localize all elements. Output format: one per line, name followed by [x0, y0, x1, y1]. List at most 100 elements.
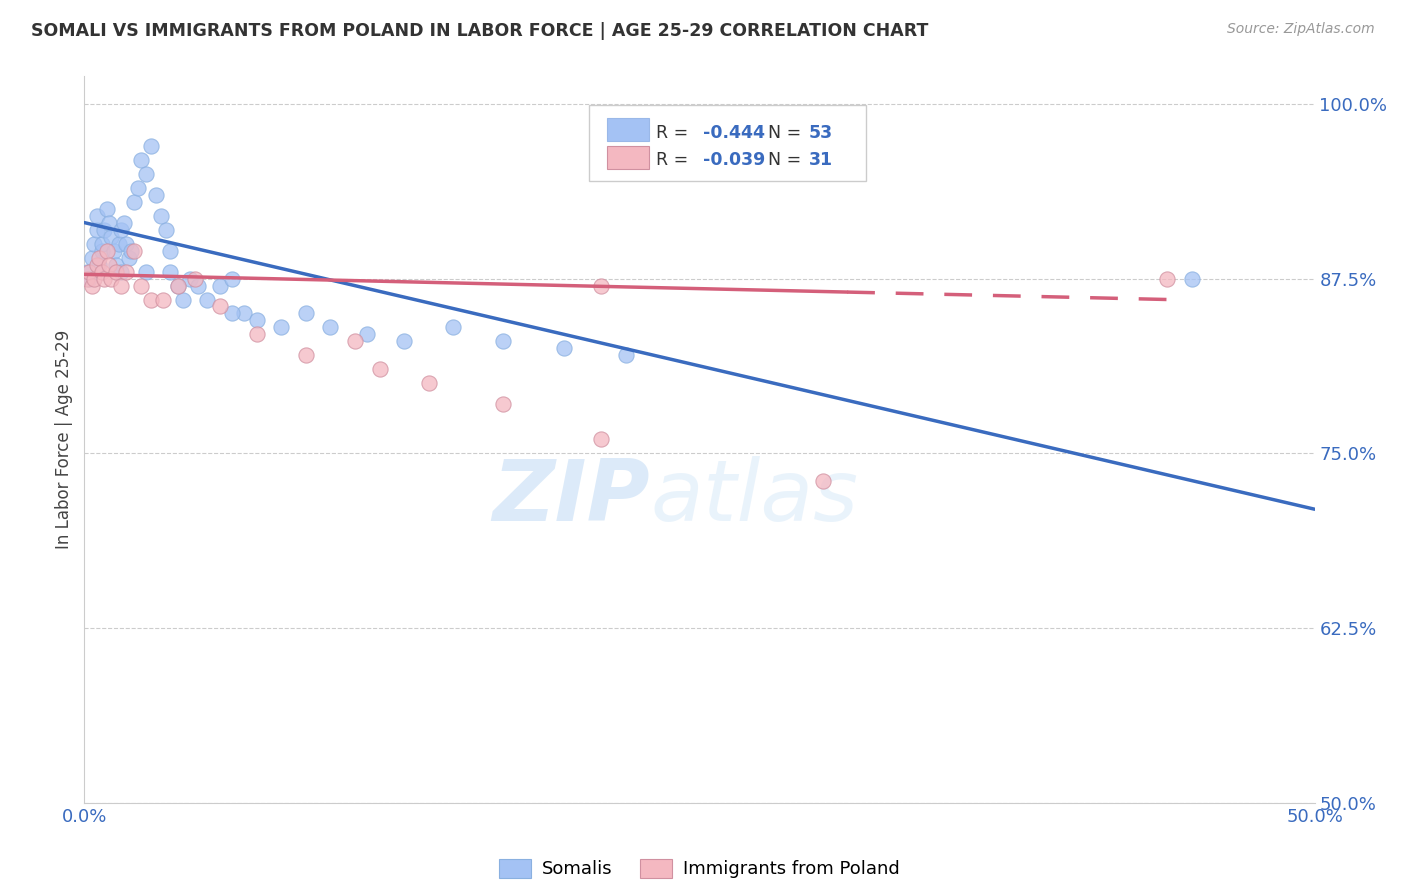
- Point: [76, 264, 98, 278]
- Point: [221, 271, 243, 285]
- Point: [110, 278, 132, 293]
- Point: [80, 278, 103, 293]
- Point: [356, 327, 378, 342]
- Text: -0.039: -0.039: [703, 152, 765, 169]
- Point: [246, 327, 269, 342]
- Legend: Somalis, Immigrants from Poland: Somalis, Immigrants from Poland: [492, 852, 907, 886]
- Point: [90, 236, 112, 251]
- Point: [83, 271, 105, 285]
- Point: [105, 264, 128, 278]
- Point: [159, 244, 181, 258]
- Point: [98, 216, 120, 230]
- Point: [128, 180, 150, 194]
- Point: [79, 271, 101, 285]
- Point: [1181, 271, 1204, 285]
- Point: [87, 251, 111, 265]
- Point: [172, 293, 194, 307]
- Point: [166, 278, 188, 293]
- Point: [246, 313, 269, 327]
- Point: [112, 216, 135, 230]
- Point: [79, 264, 101, 278]
- Text: N =: N =: [758, 124, 807, 142]
- Point: [90, 244, 112, 258]
- Point: [492, 334, 515, 349]
- Point: [115, 236, 138, 251]
- Point: [120, 244, 142, 258]
- Point: [122, 194, 145, 209]
- FancyBboxPatch shape: [607, 145, 650, 169]
- Point: [139, 293, 162, 307]
- Point: [86, 258, 108, 272]
- Point: [208, 278, 231, 293]
- Point: [319, 320, 342, 334]
- Point: [103, 244, 125, 258]
- Point: [184, 271, 207, 285]
- Point: [139, 138, 162, 153]
- FancyBboxPatch shape: [589, 105, 866, 181]
- Text: R =: R =: [657, 124, 695, 142]
- Point: [179, 271, 201, 285]
- Point: [122, 244, 145, 258]
- Point: [344, 334, 367, 349]
- Point: [129, 278, 152, 293]
- Y-axis label: In Labor Force | Age 25-29: In Labor Force | Age 25-29: [55, 330, 73, 549]
- Point: [295, 348, 318, 362]
- Point: [166, 278, 188, 293]
- Point: [186, 278, 209, 293]
- Point: [129, 153, 152, 167]
- Point: [149, 209, 172, 223]
- Point: [96, 244, 118, 258]
- Point: [110, 264, 132, 278]
- Point: [115, 264, 138, 278]
- Point: [108, 236, 131, 251]
- Point: [98, 258, 120, 272]
- Point: [86, 209, 108, 223]
- Point: [591, 278, 613, 293]
- Point: [145, 187, 167, 202]
- Text: -0.444: -0.444: [703, 124, 765, 142]
- Text: 31: 31: [808, 152, 834, 169]
- Point: [105, 258, 128, 272]
- Point: [90, 264, 112, 278]
- Point: [492, 397, 515, 411]
- Point: [591, 432, 613, 446]
- Text: ZIP: ZIP: [492, 456, 651, 539]
- Point: [110, 222, 132, 236]
- Point: [93, 271, 115, 285]
- Point: [208, 300, 231, 314]
- Point: [100, 271, 122, 285]
- Point: [553, 342, 575, 356]
- Text: Source: ZipAtlas.com: Source: ZipAtlas.com: [1227, 22, 1375, 37]
- Point: [197, 293, 219, 307]
- Point: [614, 348, 637, 362]
- Point: [100, 229, 122, 244]
- FancyBboxPatch shape: [607, 118, 650, 141]
- Point: [135, 167, 157, 181]
- Text: SOMALI VS IMMIGRANTS FROM POLAND IN LABOR FORCE | AGE 25-29 CORRELATION CHART: SOMALI VS IMMIGRANTS FROM POLAND IN LABO…: [31, 22, 928, 40]
- Point: [295, 306, 318, 320]
- Point: [118, 251, 141, 265]
- Point: [76, 271, 98, 285]
- Point: [270, 320, 292, 334]
- Point: [233, 306, 256, 320]
- Point: [443, 320, 465, 334]
- Point: [418, 376, 440, 391]
- Text: 53: 53: [808, 124, 834, 142]
- Text: atlas: atlas: [651, 456, 858, 539]
- Point: [155, 222, 177, 236]
- Point: [83, 236, 105, 251]
- Point: [221, 306, 243, 320]
- Point: [394, 334, 416, 349]
- Point: [1156, 271, 1178, 285]
- Point: [80, 251, 103, 265]
- Point: [96, 202, 118, 216]
- Point: [159, 264, 181, 278]
- Text: R =: R =: [657, 152, 695, 169]
- Point: [135, 264, 157, 278]
- Point: [86, 222, 108, 236]
- Text: N =: N =: [758, 152, 807, 169]
- Point: [152, 293, 174, 307]
- Point: [811, 475, 834, 489]
- Point: [368, 362, 391, 376]
- Point: [93, 222, 115, 236]
